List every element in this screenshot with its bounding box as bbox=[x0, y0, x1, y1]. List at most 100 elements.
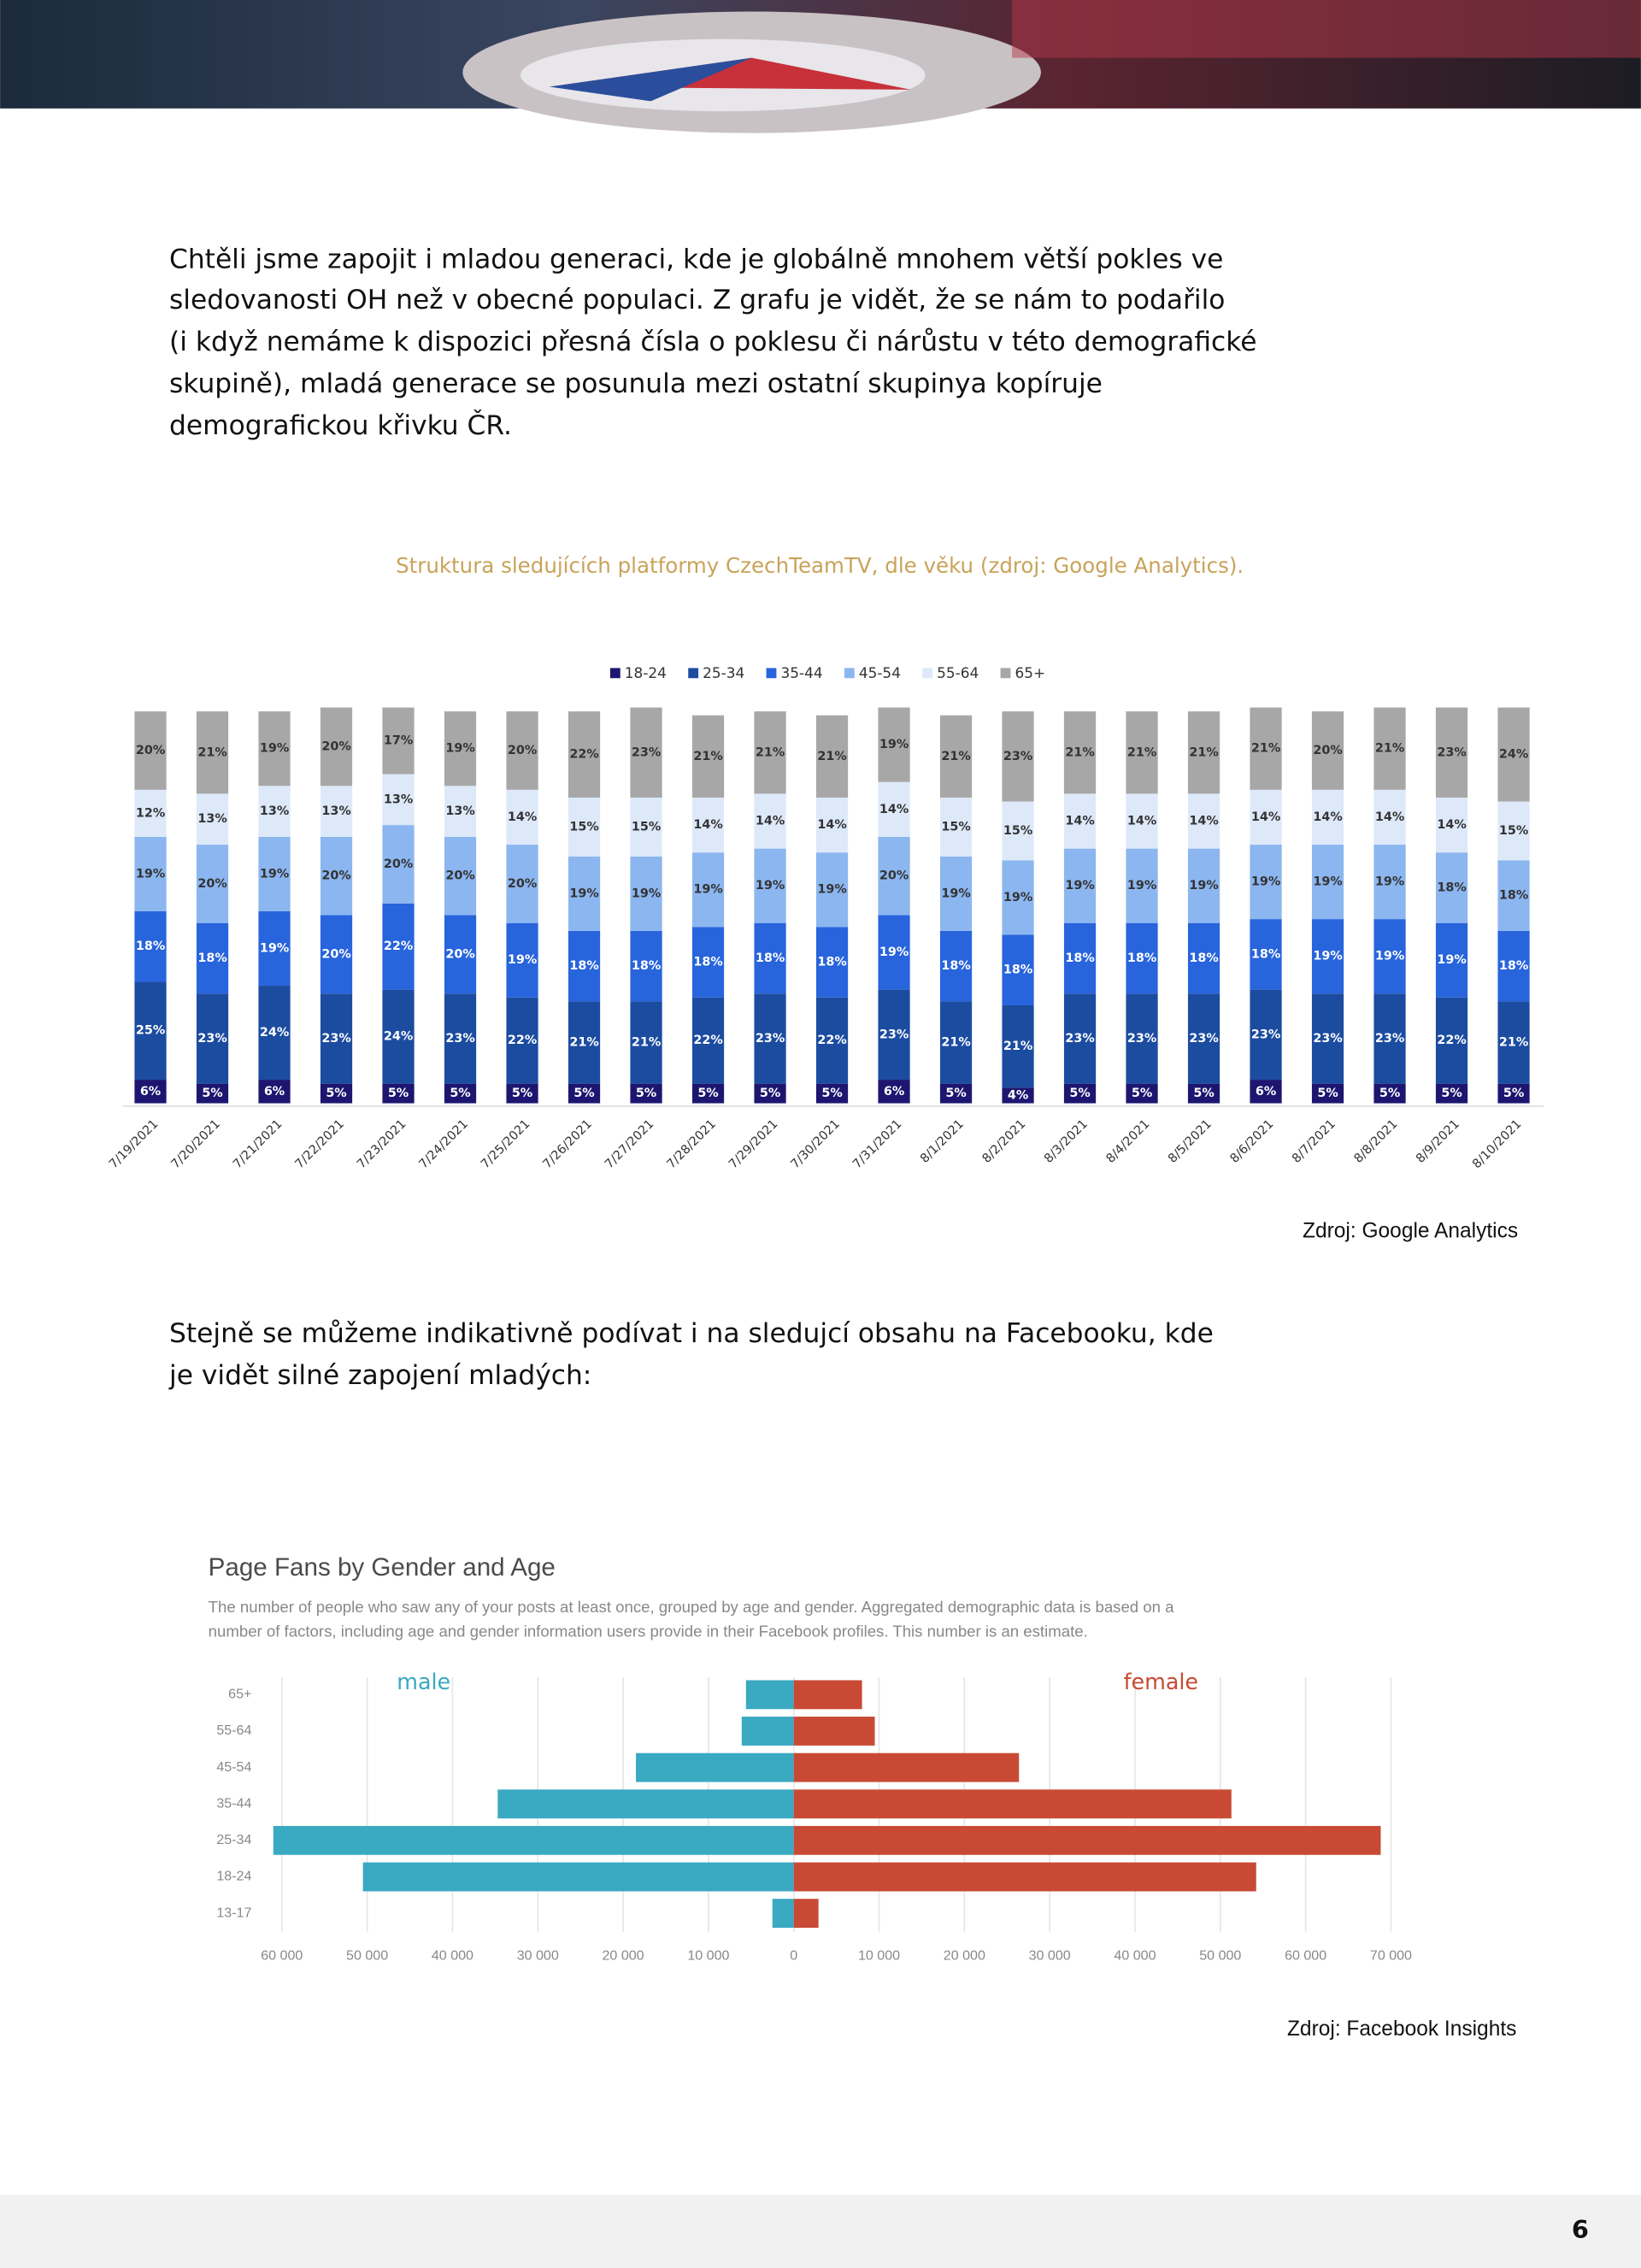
bar-segment bbox=[1063, 711, 1097, 794]
y-tick-label: 25-34 bbox=[216, 1832, 251, 1847]
x-tick-label: 8/8/2021 bbox=[1352, 1117, 1401, 1166]
bar-segment bbox=[878, 1080, 910, 1104]
bar-segment bbox=[1187, 1083, 1220, 1104]
data-label: 5% bbox=[202, 1087, 222, 1100]
x-tick-label: 7/20/2021 bbox=[169, 1117, 223, 1171]
data-label: 18% bbox=[941, 959, 970, 973]
bar-segment bbox=[1126, 848, 1158, 923]
bar bbox=[362, 1862, 794, 1892]
data-label: 18% bbox=[1127, 951, 1156, 965]
bar-segment bbox=[754, 993, 786, 1084]
data-label: 23% bbox=[1189, 1032, 1218, 1046]
data-label: 5% bbox=[760, 1087, 780, 1100]
bar-segment bbox=[258, 711, 291, 786]
data-label: 14% bbox=[1065, 815, 1094, 828]
bar-segment bbox=[691, 927, 725, 998]
data-label: 14% bbox=[508, 810, 537, 824]
bar-segment bbox=[444, 711, 477, 786]
x-tick-label: 7/25/2021 bbox=[479, 1117, 532, 1171]
data-label: 23% bbox=[756, 1032, 785, 1046]
bar-segment bbox=[878, 915, 910, 990]
data-label: 20% bbox=[197, 877, 226, 891]
bar-segment bbox=[630, 798, 662, 857]
data-label: 20% bbox=[879, 869, 909, 883]
data-label: 21% bbox=[1003, 1040, 1032, 1053]
bar-segment bbox=[630, 1001, 662, 1084]
bar-segment bbox=[1187, 793, 1220, 849]
data-label: 23% bbox=[1251, 1028, 1280, 1041]
series-label: male bbox=[397, 1669, 450, 1694]
bar-segment bbox=[1373, 993, 1406, 1084]
x-tick-label: 8/5/2021 bbox=[1166, 1117, 1215, 1166]
bar-segment bbox=[258, 836, 291, 911]
data-label: 21% bbox=[197, 745, 226, 759]
x-tick-label: 30 000 bbox=[1029, 1948, 1071, 1964]
data-label: 5% bbox=[326, 1087, 346, 1100]
bar-segment bbox=[691, 852, 725, 928]
bar bbox=[741, 1717, 794, 1746]
data-label: 4% bbox=[1008, 1088, 1028, 1102]
legend-swatch bbox=[609, 668, 621, 679]
bar-segment bbox=[1126, 711, 1158, 794]
bar-segment bbox=[196, 922, 229, 994]
x-tick-label: 7/30/2021 bbox=[789, 1117, 843, 1171]
chart-title: Struktura sledujících platformy CzechTea… bbox=[396, 553, 1244, 578]
bar-segment bbox=[444, 1083, 477, 1104]
data-label: 21% bbox=[693, 750, 722, 763]
data-label: 5% bbox=[1379, 1087, 1400, 1100]
bar-segment bbox=[939, 715, 973, 798]
bar-segment bbox=[568, 930, 601, 1002]
bar-segment bbox=[506, 922, 538, 998]
y-tick-label: 45-54 bbox=[216, 1759, 251, 1775]
paragraph-line: Chtěli jsme zapojit i mladou generaci, k… bbox=[169, 244, 1223, 274]
x-tick-label: 40 000 bbox=[1114, 1948, 1156, 1964]
bar-segment bbox=[1435, 707, 1468, 798]
bar-segment bbox=[382, 1083, 415, 1104]
legend-label: 35-44 bbox=[780, 664, 822, 681]
bar-segment bbox=[1250, 989, 1282, 1081]
bar bbox=[793, 1717, 875, 1746]
bar-segment bbox=[1311, 1083, 1344, 1104]
bar-segment bbox=[506, 997, 538, 1084]
x-tick-label: 7/23/2021 bbox=[355, 1117, 409, 1171]
data-label: 12% bbox=[136, 806, 165, 820]
bar-segment bbox=[691, 798, 725, 853]
legend-label: 25-34 bbox=[703, 664, 744, 681]
bar-segment bbox=[630, 707, 662, 798]
data-label: 19% bbox=[941, 887, 970, 900]
bar-segment bbox=[939, 856, 973, 931]
bar-segment bbox=[134, 910, 167, 982]
x-tick-label: 8/4/2021 bbox=[1104, 1117, 1153, 1166]
data-label: 19% bbox=[879, 738, 909, 751]
bar-segment bbox=[1187, 711, 1220, 794]
bar-segment bbox=[258, 786, 291, 837]
legend-label: 55-64 bbox=[937, 664, 979, 681]
bar-segment bbox=[320, 915, 353, 994]
x-tick-label: 10 000 bbox=[687, 1948, 729, 1964]
bar-segment bbox=[1373, 1083, 1406, 1104]
bar-segment bbox=[568, 1001, 601, 1084]
bar-segment bbox=[1063, 848, 1097, 923]
data-label: 19% bbox=[445, 742, 474, 756]
bar-segment bbox=[320, 786, 353, 837]
data-label: 23% bbox=[321, 1032, 350, 1046]
bar-segment bbox=[1435, 997, 1468, 1084]
bar-segment bbox=[630, 1083, 662, 1104]
x-tick-label: 8/2/2021 bbox=[980, 1117, 1029, 1166]
data-label: 20% bbox=[508, 744, 537, 757]
data-label: 6% bbox=[264, 1085, 285, 1099]
x-tick-label: 30 000 bbox=[517, 1948, 559, 1964]
bar-segment bbox=[1250, 1080, 1282, 1104]
data-label: 18% bbox=[1437, 881, 1466, 894]
bar-segment bbox=[196, 845, 229, 923]
bar-segment bbox=[754, 922, 786, 994]
data-label: 18% bbox=[569, 959, 598, 973]
x-tick-label: 8/10/2021 bbox=[1470, 1117, 1524, 1171]
data-label: 5% bbox=[1503, 1087, 1524, 1100]
bar-segment bbox=[815, 927, 849, 998]
data-label: 18% bbox=[632, 959, 661, 973]
bar-segment bbox=[258, 986, 291, 1081]
page-number: 6 bbox=[1572, 2215, 1589, 2244]
